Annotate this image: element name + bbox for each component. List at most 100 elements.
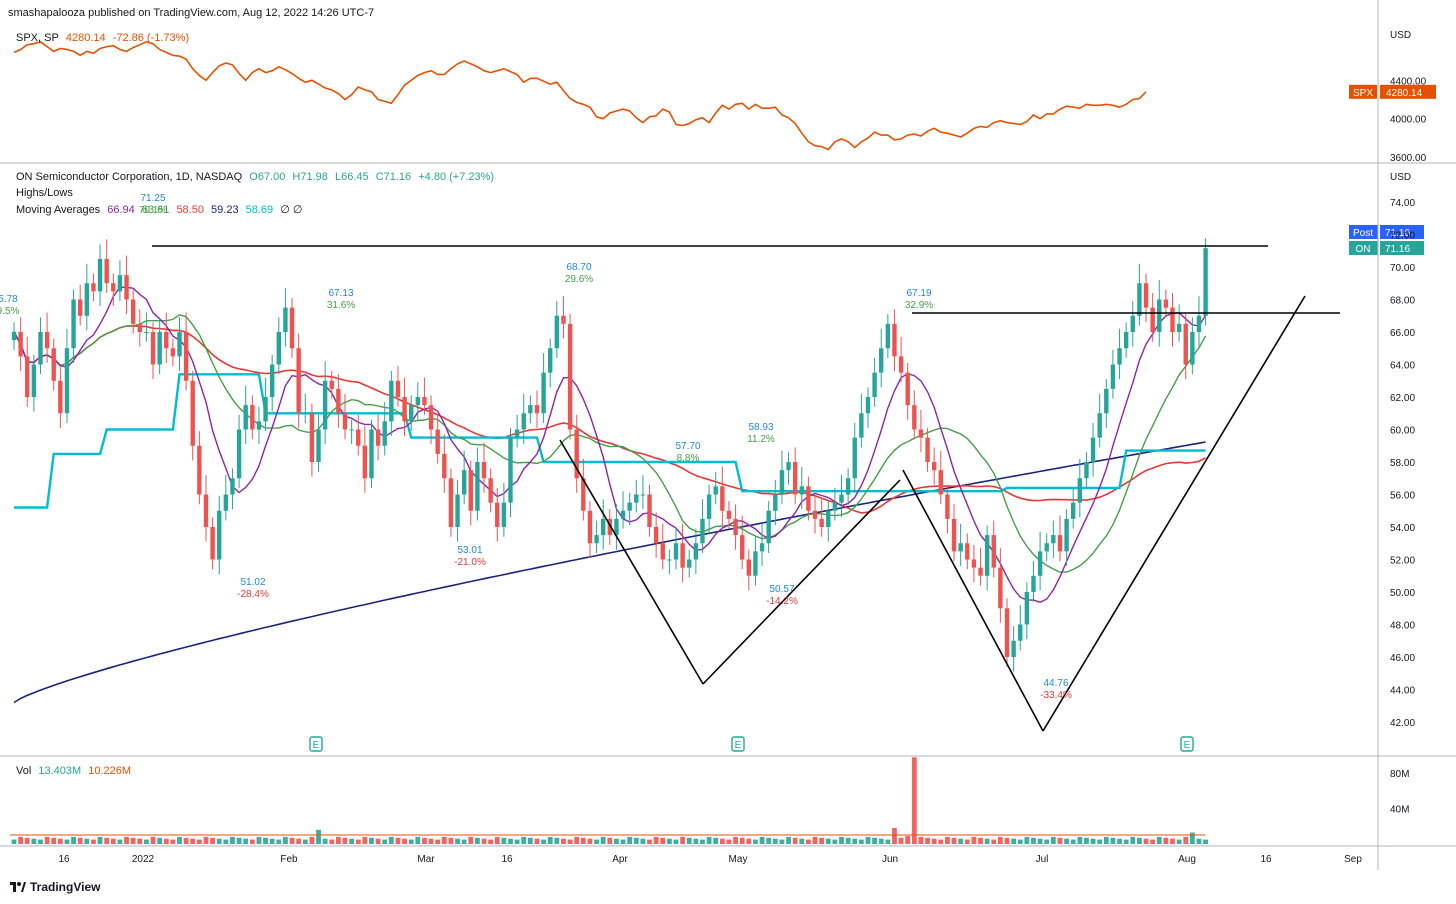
volume-bar: [124, 836, 129, 844]
ma-legend-value-4: 59.23: [211, 204, 239, 216]
candle-body: [1071, 502, 1076, 519]
candle-body: [1084, 462, 1089, 479]
candle-body: [117, 275, 123, 292]
candle-body: [1097, 413, 1102, 438]
candle-body: [971, 559, 977, 568]
candle-body: [1110, 364, 1116, 389]
volume-bar: [931, 838, 937, 844]
volume-bar: [1024, 836, 1030, 844]
candle-body: [786, 462, 791, 471]
candle-body: [296, 348, 301, 414]
time-axis-tick: 16: [1260, 854, 1272, 865]
volume-bar: [1064, 838, 1069, 844]
spx-axis-tick: 3600.00: [1390, 153, 1427, 164]
candle-body: [263, 397, 268, 422]
volume-bar: [375, 838, 381, 844]
spx-name-tag-label: SPX: [1353, 88, 1373, 99]
time-axis-tick: Feb: [280, 854, 298, 865]
candle-body: [309, 413, 315, 462]
volume-bar: [852, 838, 858, 844]
candle-body: [44, 332, 50, 349]
volume-bar: [1163, 837, 1169, 844]
candle-body: [1157, 299, 1162, 332]
volume-bar: [1176, 839, 1182, 844]
volume-bar: [51, 837, 57, 844]
volume-bar: [501, 837, 507, 844]
candle-body: [806, 486, 811, 511]
volume-bar: [640, 838, 646, 844]
volume-bar: [700, 839, 705, 844]
volume-bar: [845, 837, 851, 844]
candle-body: [289, 307, 295, 349]
candle-body: [647, 494, 652, 527]
volume-bar: [177, 836, 182, 844]
candle-body: [753, 551, 758, 576]
candle-body: [1011, 640, 1016, 657]
candle-body: [759, 543, 765, 552]
price-tag-value-bg: [1380, 241, 1424, 255]
volume-bar: [746, 838, 752, 844]
spx-legend-value: 4280.14: [65, 32, 106, 44]
volume-bar: [580, 837, 586, 844]
candle-body: [521, 413, 526, 430]
candle-body: [984, 535, 990, 576]
candle-body: [230, 478, 235, 495]
ma-200-line: [13, 441, 1206, 704]
extreme-pct-label: -14.2%: [766, 596, 798, 607]
time-axis-tick: Apr: [612, 854, 628, 865]
volume-bar: [594, 839, 599, 844]
volume-bar: [448, 837, 454, 844]
candle-body: [256, 421, 262, 430]
volume-bar: [349, 838, 355, 844]
candle-body: [362, 445, 368, 479]
volume-bar: [130, 837, 136, 844]
volume-bar: [620, 839, 626, 844]
volume-bar: [647, 839, 652, 844]
candle-body: [409, 405, 414, 422]
candle-body: [1090, 437, 1096, 462]
extreme-pct-label: 11.2%: [747, 434, 775, 445]
candle-body: [71, 299, 76, 349]
volume-bar: [806, 839, 811, 844]
candle-body: [11, 332, 17, 341]
volume-bar: [1103, 836, 1109, 844]
volume-bar: [1097, 839, 1103, 844]
candle-body: [395, 380, 401, 397]
candle-body: [190, 380, 195, 446]
candle-body: [250, 405, 255, 430]
extreme-pct-label: 31.6%: [327, 300, 355, 311]
price-axis-tick: 64.00: [1390, 361, 1415, 372]
volume-bar: [918, 836, 924, 844]
candle-body: [832, 502, 838, 511]
volume-bar: [938, 839, 944, 844]
extreme-pct-label: 32.9%: [905, 300, 933, 311]
price-axis-tick: 58.00: [1390, 458, 1415, 469]
tradingview-brand[interactable]: TradingView: [10, 880, 100, 894]
candle-body: [1143, 283, 1149, 308]
candle-body: [766, 510, 771, 544]
candle-body: [64, 348, 70, 414]
candle-body: [210, 527, 215, 560]
volume-bar: [1031, 837, 1036, 844]
volume-bar: [680, 836, 686, 844]
volume-bar: [316, 829, 321, 844]
volume-bar: [633, 837, 639, 844]
candle-body: [1203, 248, 1208, 316]
candle-body: [912, 405, 917, 430]
spx-pane: SPX 4280.14: [13, 40, 1436, 151]
on-legend-close: C71.16: [375, 171, 412, 183]
candle-body: [488, 478, 493, 503]
on-legend-change: +4.80 (+7.23%): [418, 171, 495, 183]
time-axis-tick: May: [729, 854, 748, 865]
volume-bar: [1017, 839, 1023, 844]
volume-bar: [653, 836, 659, 844]
volume-bar: [786, 836, 791, 844]
candle-body: [740, 535, 745, 560]
candle-body: [31, 364, 37, 397]
volume-bar: [137, 838, 143, 844]
candle-body: [958, 543, 963, 552]
candle-body: [1150, 307, 1155, 332]
candle-body: [706, 494, 712, 519]
volume-bar: [1090, 838, 1096, 844]
candle-body: [183, 332, 189, 381]
